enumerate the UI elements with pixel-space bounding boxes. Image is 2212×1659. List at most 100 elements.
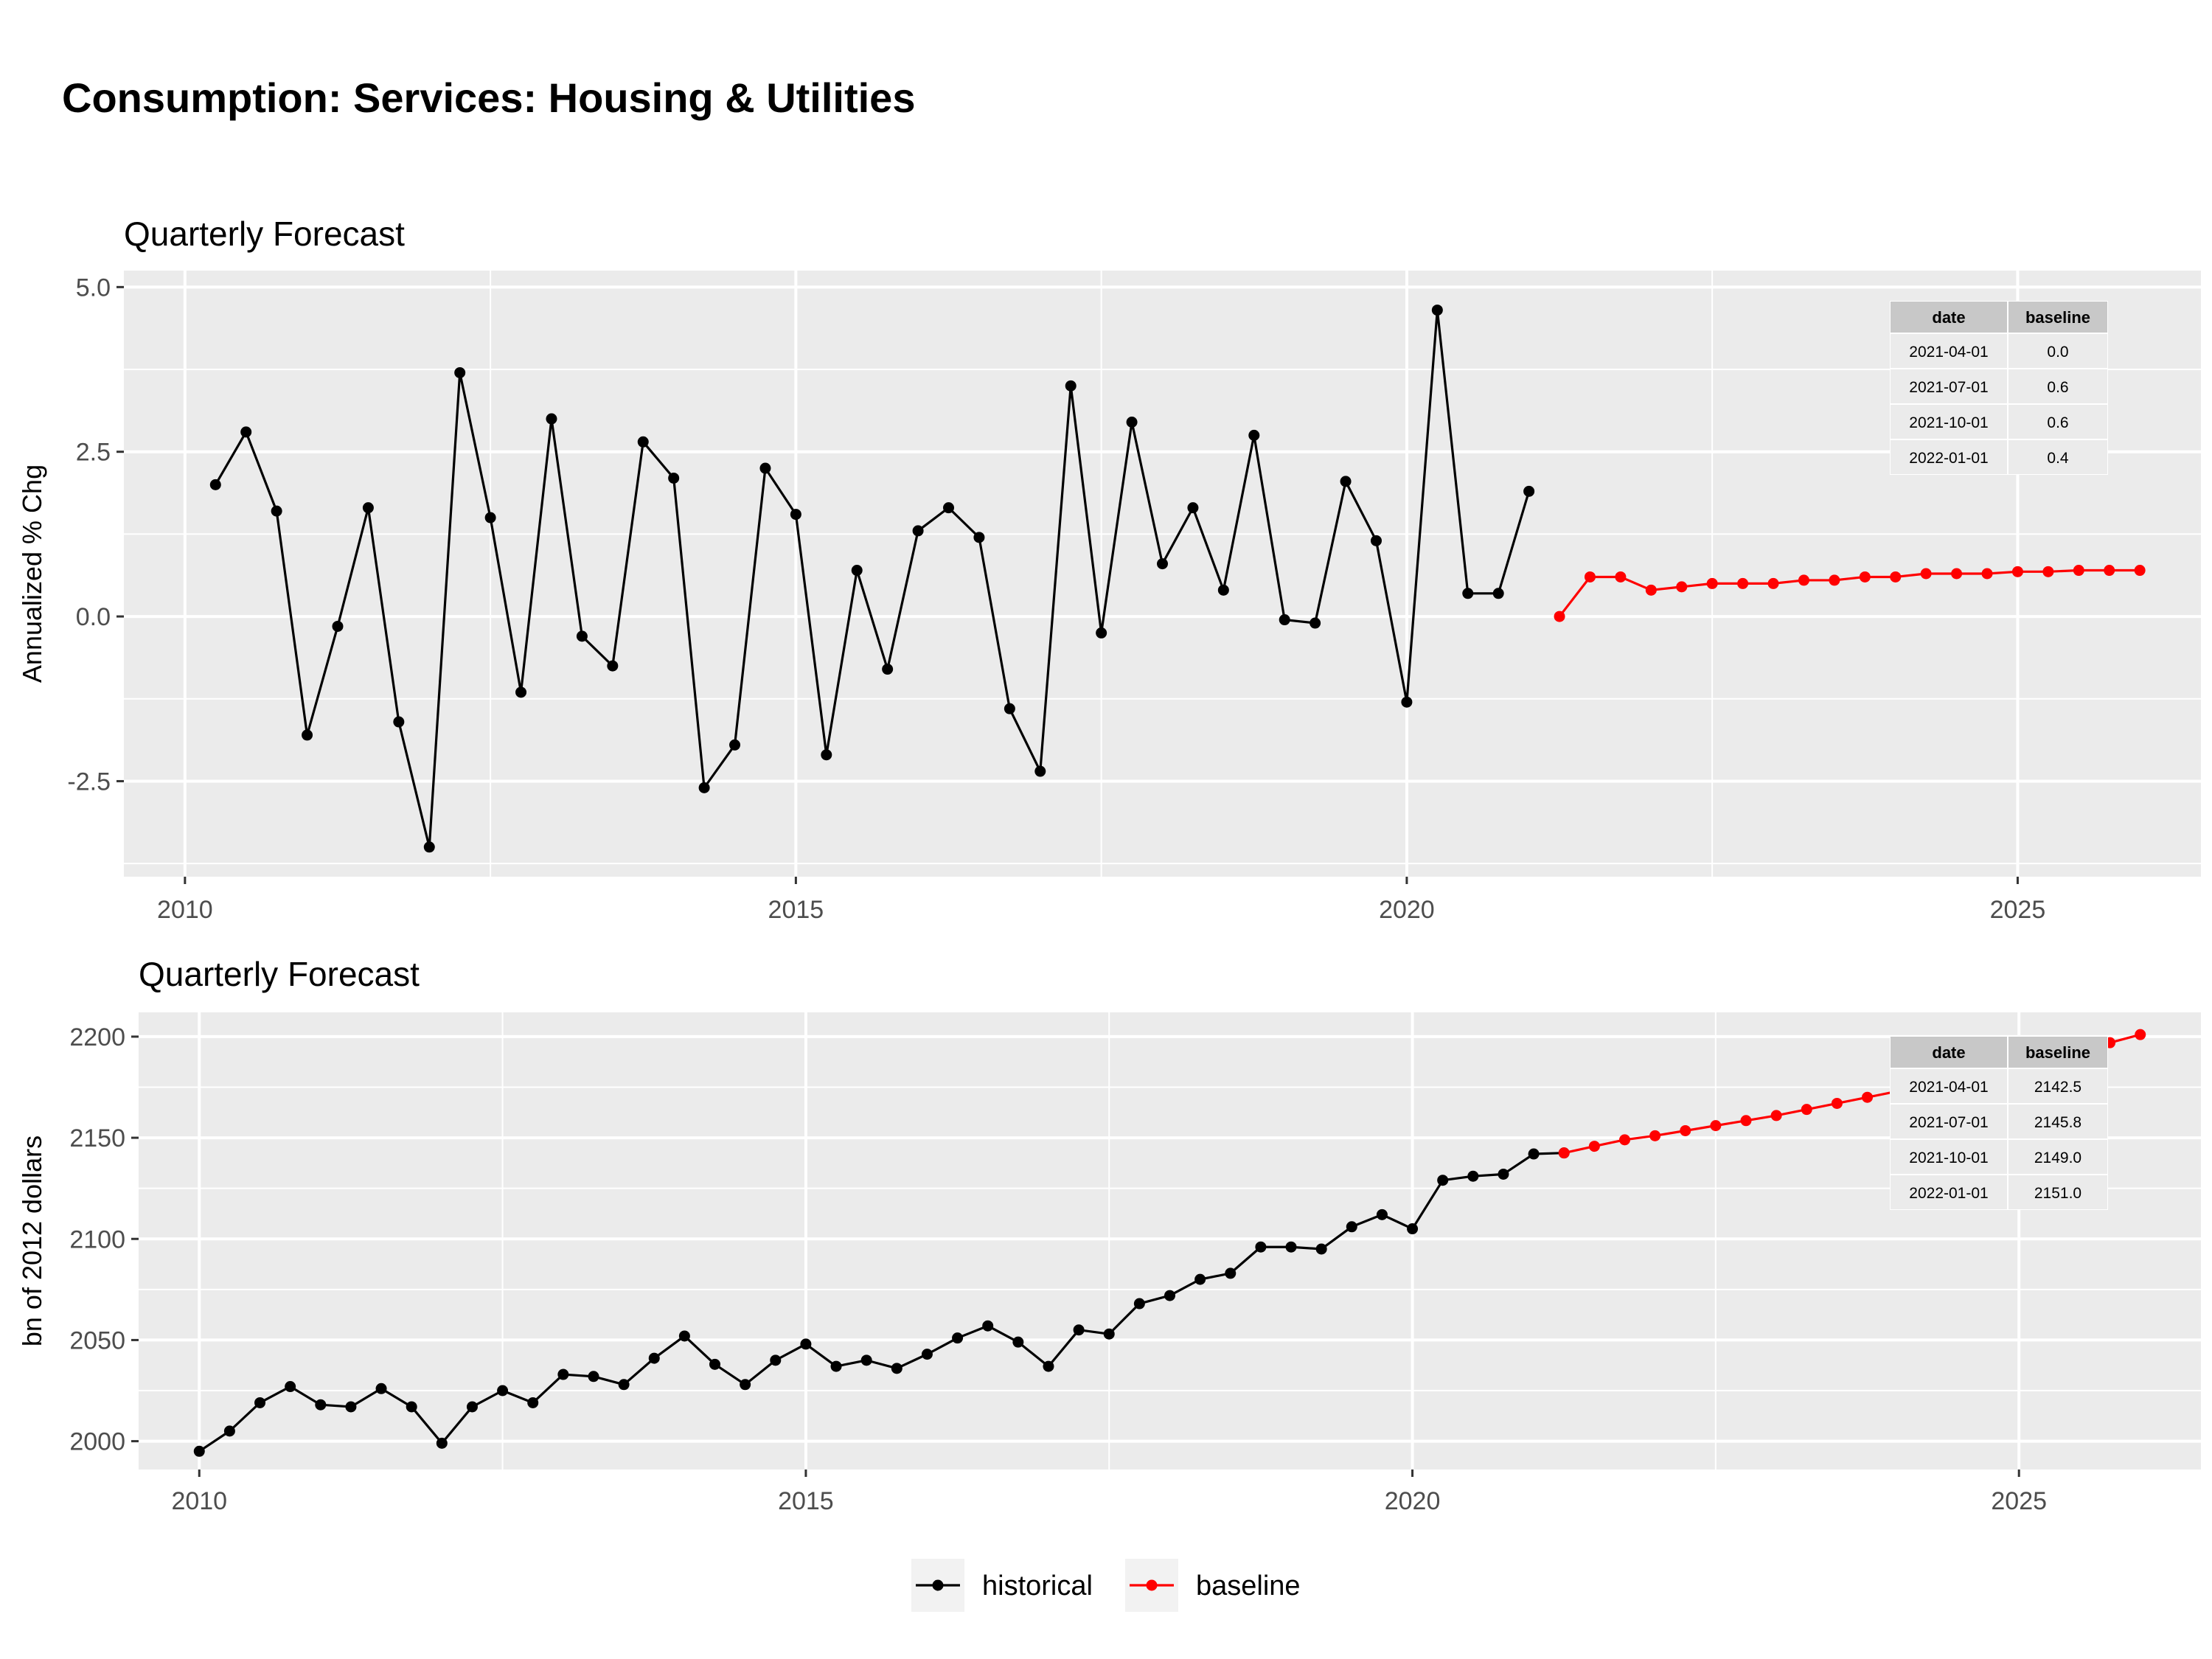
data-point-historical xyxy=(1225,1267,1237,1279)
table-cell-value: 2151.0 xyxy=(2034,1185,2081,1202)
data-point-historical xyxy=(1523,485,1535,497)
y-tick-label: 2100 xyxy=(69,1225,125,1253)
data-point-historical xyxy=(1285,1241,1297,1253)
data-point-historical xyxy=(315,1399,327,1411)
table-cell-value: 2142.5 xyxy=(2034,1079,2081,1096)
data-point-baseline xyxy=(1740,1115,1752,1127)
data-point-baseline xyxy=(1767,577,1779,589)
table-cell-value: 0.6 xyxy=(2047,379,2068,396)
data-point-historical xyxy=(1279,614,1290,626)
table-cell xyxy=(1891,1140,2007,1174)
data-point-baseline xyxy=(1618,1134,1630,1146)
table-header-baseline: baseline xyxy=(2025,308,2090,327)
data-point-historical xyxy=(1401,696,1413,708)
data-point-baseline xyxy=(1951,568,1963,580)
data-point-historical xyxy=(1462,588,1474,599)
data-point-baseline xyxy=(1554,611,1565,622)
data-point-historical xyxy=(1370,535,1382,546)
table-cell-value: 2149.0 xyxy=(2034,1150,2081,1166)
table-header-cell xyxy=(1891,1037,2007,1068)
data-point-historical xyxy=(860,1354,872,1366)
data-point-baseline xyxy=(1831,1097,1843,1109)
data-point-baseline xyxy=(1859,571,1871,582)
legend-label-baseline: baseline xyxy=(1196,1571,1301,1601)
data-point-historical xyxy=(193,1445,205,1457)
data-point-historical xyxy=(1431,305,1443,316)
data-point-historical xyxy=(921,1349,933,1360)
table-cell-value: 2021-10-01 xyxy=(1909,1150,1988,1166)
data-point-historical xyxy=(648,1352,660,1364)
data-point-historical xyxy=(821,749,832,761)
legend-label-historical: historical xyxy=(982,1571,1093,1601)
data-point-historical xyxy=(393,716,405,728)
data-point-historical xyxy=(1034,765,1046,777)
data-point-historical xyxy=(1133,1298,1145,1310)
data-point-historical xyxy=(790,509,801,521)
data-point-historical xyxy=(1012,1336,1024,1348)
y-tick-label: 2050 xyxy=(69,1326,125,1354)
data-point-historical xyxy=(484,512,496,524)
x-tick-label: 2025 xyxy=(1990,896,2046,924)
data-point-historical xyxy=(770,1354,782,1366)
data-point-historical xyxy=(1467,1170,1479,1182)
plot-background xyxy=(139,1012,2201,1470)
y-axis-label: Annualized % Chg xyxy=(17,465,47,683)
table-cell-value: 2021-07-01 xyxy=(1909,379,1988,396)
plot-background xyxy=(124,271,2201,877)
data-point-historical xyxy=(271,505,282,517)
chart-main-title: Consumption: Services: Housing & Utiliti… xyxy=(62,74,916,121)
table-cell-value: 0.0 xyxy=(2047,344,2068,361)
data-point-historical xyxy=(618,1379,630,1391)
data-point-baseline xyxy=(2042,566,2054,577)
data-point-historical xyxy=(830,1360,842,1372)
table-header-cell xyxy=(1891,302,2007,333)
x-tick-label: 2025 xyxy=(1991,1487,2047,1515)
data-point-historical xyxy=(678,1330,690,1342)
y-tick-label: 2150 xyxy=(69,1124,125,1152)
data-point-historical xyxy=(345,1401,357,1413)
data-point-historical xyxy=(1315,1243,1327,1255)
data-point-historical xyxy=(1073,1324,1085,1336)
data-point-historical xyxy=(1004,703,1015,714)
data-point-historical xyxy=(423,841,435,853)
data-point-historical xyxy=(454,366,466,378)
table-cell xyxy=(1891,1069,2007,1103)
table-cell xyxy=(2008,334,2107,368)
x-tick-label: 2020 xyxy=(1379,896,1435,924)
data-point-baseline xyxy=(1645,584,1657,596)
top-panel-growth: Quarterly Forecast Annualized % Chg 5.0 2.5… xyxy=(17,215,2201,924)
data-point-baseline xyxy=(1737,577,1749,589)
data-point-historical xyxy=(285,1381,296,1393)
data-point-historical xyxy=(209,479,221,490)
table-cell xyxy=(2008,1175,2107,1209)
data-point-baseline xyxy=(1615,571,1627,582)
data-point-baseline xyxy=(1798,574,1809,586)
table-header-cell xyxy=(2008,302,2107,333)
table-cell xyxy=(2008,1069,2107,1103)
table-cell xyxy=(1891,440,2007,474)
table-cell-value: 0.4 xyxy=(2047,450,2069,467)
data-point-historical xyxy=(952,1332,964,1344)
data-point-baseline xyxy=(1981,568,1993,580)
data-point-historical xyxy=(637,436,649,448)
data-point-baseline xyxy=(1920,568,1932,580)
table-cell xyxy=(2008,1105,2107,1138)
table-cell xyxy=(2008,405,2107,439)
table-cell xyxy=(1891,369,2007,403)
data-point-historical xyxy=(557,1368,569,1380)
table-cell xyxy=(2008,369,2107,403)
data-point-historical xyxy=(375,1382,387,1394)
data-point-historical xyxy=(1164,1290,1175,1301)
data-point-historical xyxy=(1157,558,1168,570)
data-point-historical xyxy=(1346,1221,1357,1233)
data-point-historical xyxy=(515,686,527,698)
table-cell-value: 2021-10-01 xyxy=(1909,414,1988,431)
data-point-historical xyxy=(882,664,894,675)
data-point-historical xyxy=(497,1385,509,1397)
data-point-historical xyxy=(759,462,771,474)
data-point-baseline xyxy=(2134,565,2146,577)
y-tick-label: 2200 xyxy=(69,1023,125,1051)
data-point-historical xyxy=(527,1397,539,1408)
data-point-historical xyxy=(1310,617,1321,629)
